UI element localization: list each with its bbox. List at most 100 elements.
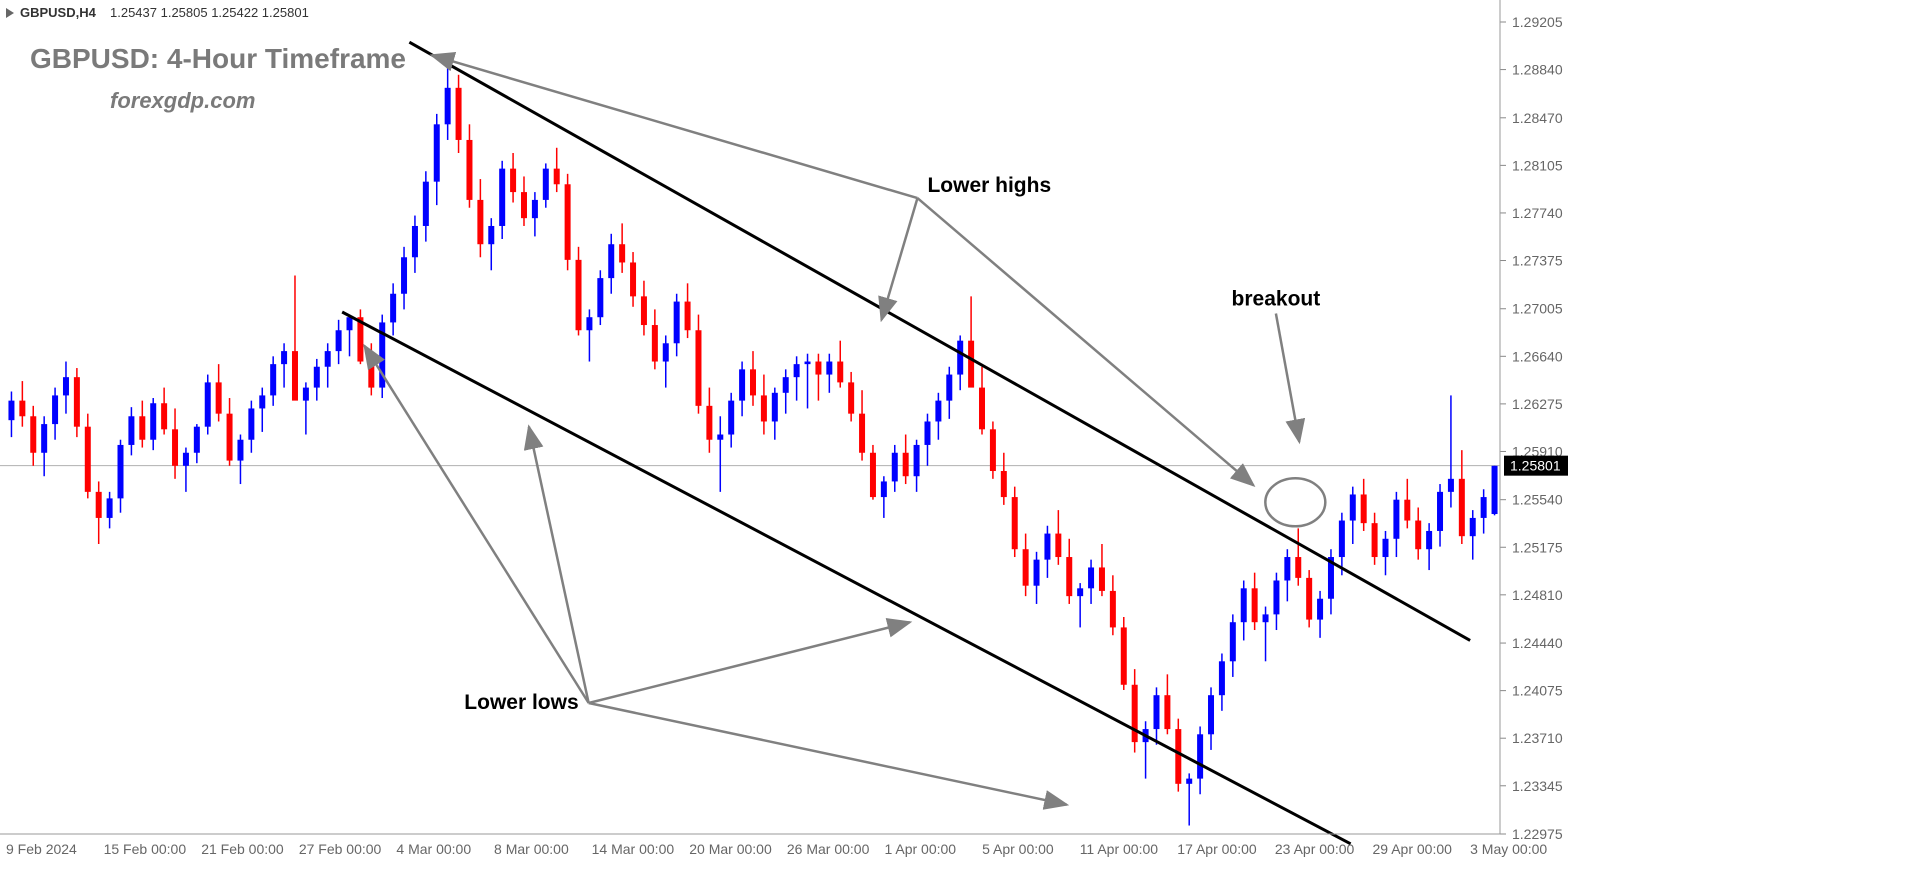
y-tick-label: 1.25540 bbox=[1512, 492, 1563, 508]
candle-body bbox=[368, 362, 374, 388]
candle-body bbox=[1350, 494, 1356, 520]
candle-body bbox=[1382, 539, 1388, 557]
candle-body bbox=[903, 453, 909, 476]
candle-body bbox=[172, 429, 178, 465]
candle-body bbox=[1470, 518, 1476, 536]
candle-body bbox=[914, 445, 920, 476]
candle-body bbox=[652, 325, 658, 361]
candle-body bbox=[1001, 471, 1007, 497]
candle-body bbox=[1415, 521, 1421, 550]
x-tick-label: 8 Mar 00:00 bbox=[494, 841, 569, 857]
breakout-label: breakout bbox=[1232, 287, 1321, 310]
candle-body bbox=[1393, 500, 1399, 539]
candle-body bbox=[1219, 661, 1225, 695]
candle-body bbox=[85, 427, 91, 492]
candle-body bbox=[576, 260, 582, 330]
chart-subtitle: forexgdp.com bbox=[110, 88, 255, 113]
y-tick-label: 1.22975 bbox=[1512, 826, 1563, 842]
y-tick-label: 1.23710 bbox=[1512, 730, 1563, 746]
x-tick-label: 26 Mar 00:00 bbox=[787, 841, 870, 857]
candlestick-chart[interactable]: Lower highsLower lowsbreakout1.292051.28… bbox=[0, 0, 1916, 884]
x-tick-label: 14 Mar 00:00 bbox=[592, 841, 675, 857]
candle-body bbox=[303, 388, 309, 401]
annotation-arrow bbox=[1276, 313, 1299, 441]
candle-body bbox=[521, 192, 527, 218]
candle-body bbox=[237, 440, 243, 461]
y-tick-label: 1.28470 bbox=[1512, 110, 1563, 126]
x-tick-label: 3 May 00:00 bbox=[1470, 841, 1547, 857]
candle-body bbox=[41, 424, 47, 453]
x-tick-label: 11 Apr 00:00 bbox=[1080, 841, 1159, 857]
candle-body bbox=[248, 408, 254, 439]
y-tick-label: 1.27375 bbox=[1512, 253, 1563, 269]
x-tick-label: 9 Feb 2024 bbox=[6, 841, 77, 857]
candle-body bbox=[586, 317, 592, 330]
y-tick-label: 1.24810 bbox=[1512, 587, 1563, 603]
candle-body bbox=[946, 375, 952, 401]
candle-body bbox=[685, 302, 691, 331]
candle-body bbox=[1132, 685, 1138, 742]
candle-body bbox=[401, 257, 407, 293]
candle-body bbox=[935, 401, 941, 422]
candle-body bbox=[466, 140, 472, 200]
current-price-value: 1.25801 bbox=[1510, 458, 1561, 474]
channel-upper-line bbox=[409, 42, 1470, 640]
x-tick-label: 5 Apr 00:00 bbox=[982, 841, 1054, 857]
candle-body bbox=[1306, 578, 1312, 620]
candle-body bbox=[139, 416, 145, 439]
y-tick-label: 1.24440 bbox=[1512, 635, 1563, 651]
candle-body bbox=[150, 403, 156, 439]
candle-body bbox=[1175, 729, 1181, 784]
candle-body bbox=[728, 401, 734, 435]
candle-body bbox=[216, 382, 222, 413]
candle-body bbox=[815, 362, 821, 375]
candle-body bbox=[1099, 567, 1105, 590]
candle-body bbox=[281, 351, 287, 364]
candle-body bbox=[1088, 567, 1094, 588]
candle-body bbox=[107, 498, 113, 518]
candle-body bbox=[619, 244, 625, 262]
y-tick-label: 1.28105 bbox=[1512, 157, 1563, 173]
candle-body bbox=[1426, 531, 1432, 549]
candle-body bbox=[1404, 500, 1410, 521]
candle-body bbox=[292, 351, 298, 401]
candle-body bbox=[630, 262, 636, 296]
candle-body bbox=[8, 401, 14, 421]
y-tick-label: 1.27740 bbox=[1512, 205, 1563, 221]
candle-body bbox=[870, 453, 876, 497]
candle-body bbox=[794, 364, 800, 377]
candle-body bbox=[1110, 591, 1116, 627]
candle-body bbox=[597, 278, 603, 317]
x-tick-label: 27 Feb 00:00 bbox=[299, 841, 382, 857]
candle-body bbox=[663, 343, 669, 361]
candle-body bbox=[1034, 560, 1040, 586]
candle-body bbox=[750, 369, 756, 395]
candle-body bbox=[837, 362, 843, 383]
candle-body bbox=[1121, 627, 1127, 684]
candle-body bbox=[554, 169, 560, 185]
candle-body bbox=[968, 341, 974, 388]
candle-body bbox=[881, 481, 887, 497]
candle-body bbox=[205, 382, 211, 426]
candle-body bbox=[1044, 534, 1050, 560]
candle-body bbox=[118, 445, 124, 498]
candle-body bbox=[990, 429, 996, 471]
dropdown-icon[interactable] bbox=[6, 8, 14, 18]
candle-body bbox=[608, 244, 614, 278]
y-tick-label: 1.24075 bbox=[1512, 683, 1563, 699]
candle-body bbox=[63, 377, 69, 395]
y-tick-label: 1.27005 bbox=[1512, 301, 1563, 317]
candle-body bbox=[183, 453, 189, 466]
candle-body bbox=[412, 226, 418, 257]
candle-body bbox=[194, 427, 200, 453]
candle-body bbox=[1492, 466, 1498, 514]
candle-body bbox=[1295, 557, 1301, 578]
candle-body bbox=[717, 435, 723, 440]
candle-body bbox=[336, 330, 342, 351]
annotation-arrow bbox=[917, 198, 1253, 485]
candle-body bbox=[499, 169, 505, 226]
candle-body bbox=[924, 421, 930, 444]
candle-body bbox=[1197, 734, 1203, 778]
annotation-arrow bbox=[365, 346, 589, 703]
candle-body bbox=[30, 416, 36, 452]
